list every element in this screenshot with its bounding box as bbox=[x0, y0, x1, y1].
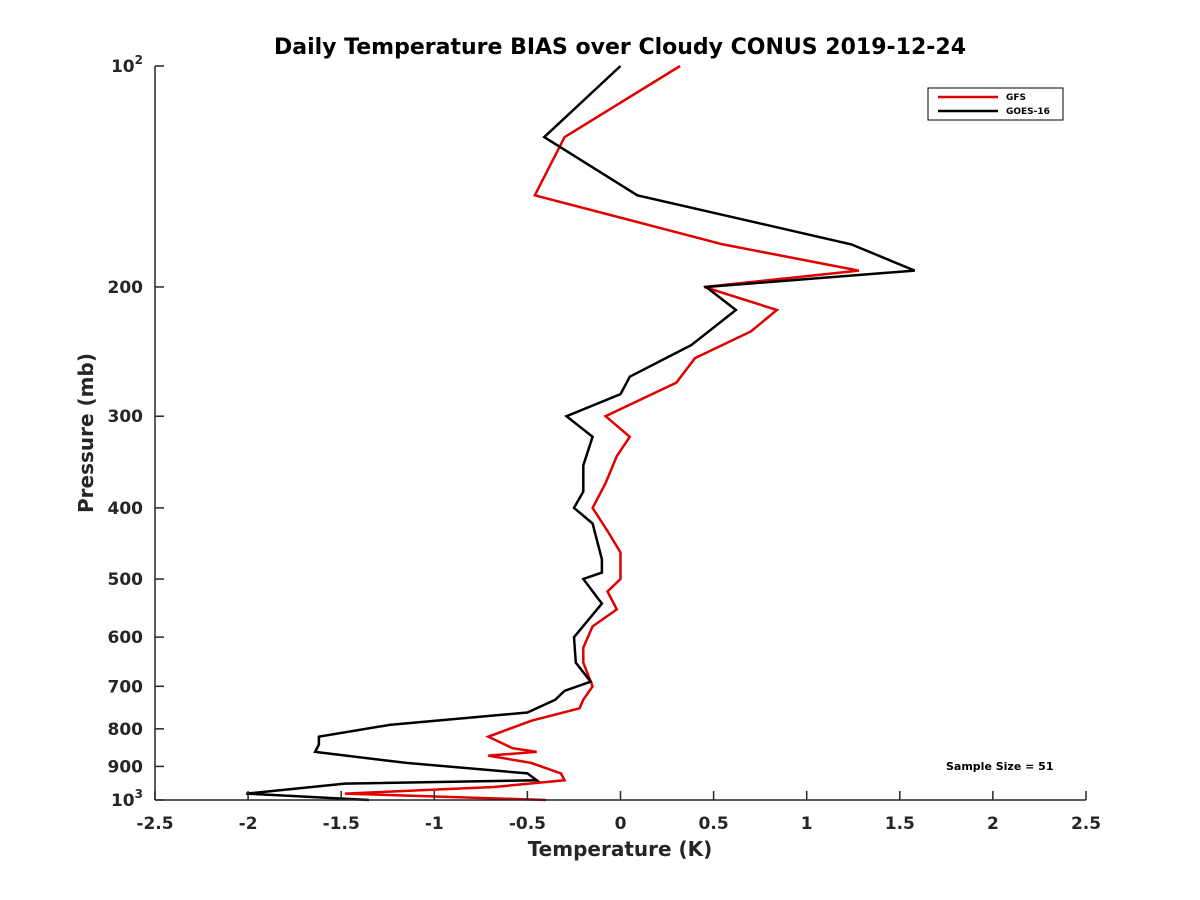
x-tick-label: -1.5 bbox=[323, 814, 360, 834]
y-tick-label: 800 bbox=[108, 720, 144, 740]
y-tick-label: 600 bbox=[108, 628, 144, 648]
y-tick-label: 103 bbox=[111, 787, 143, 811]
y-tick-label: 300 bbox=[108, 407, 144, 427]
y-tick-label: 200 bbox=[108, 278, 144, 298]
x-tick-label: 0 bbox=[615, 814, 627, 834]
x-tick-label: 1 bbox=[801, 814, 813, 834]
y-tick-label: 400 bbox=[108, 499, 144, 519]
legend: GFS GOES-16 bbox=[927, 87, 1064, 121]
y-tick-label: 500 bbox=[108, 570, 144, 590]
y-axis-label: Pressure (mb) bbox=[74, 353, 98, 513]
x-tick-label: 0.5 bbox=[699, 814, 729, 834]
x-tick-label: -2.5 bbox=[136, 814, 173, 834]
y-ticks: 102 200 300 400 500 600 700 800 900 103 bbox=[108, 53, 164, 811]
x-tick-label: -0.5 bbox=[509, 814, 546, 834]
x-tick-label: 1.5 bbox=[885, 814, 915, 834]
x-ticks: -2.5 -2 -1.5 -1 -0.5 0 0.5 1 1.5 2 2.5 bbox=[136, 791, 1101, 834]
y-tick-label: 700 bbox=[108, 677, 144, 697]
chart-title: Daily Temperature BIAS over Cloudy CONUS… bbox=[274, 35, 966, 60]
x-axis-label: Temperature (K) bbox=[528, 837, 713, 861]
x-tick-label: 2.5 bbox=[1071, 814, 1101, 834]
series-line-gfs bbox=[344, 64, 860, 802]
x-tick-label: -2 bbox=[239, 814, 258, 834]
legend-label-goes16: GOES-16 bbox=[1006, 107, 1050, 117]
legend-box bbox=[927, 87, 1064, 121]
series-line-goes16 bbox=[246, 65, 916, 802]
sample-size-annotation: Sample Size = 51 bbox=[946, 760, 1053, 773]
legend-label-gfs: GFS bbox=[1006, 93, 1026, 103]
y-tick-label: 102 bbox=[111, 53, 143, 77]
x-tick-label: 2 bbox=[987, 814, 999, 834]
y-tick-label: 900 bbox=[108, 757, 144, 777]
plot-lines bbox=[246, 64, 916, 802]
x-tick-label: -1 bbox=[425, 814, 444, 834]
